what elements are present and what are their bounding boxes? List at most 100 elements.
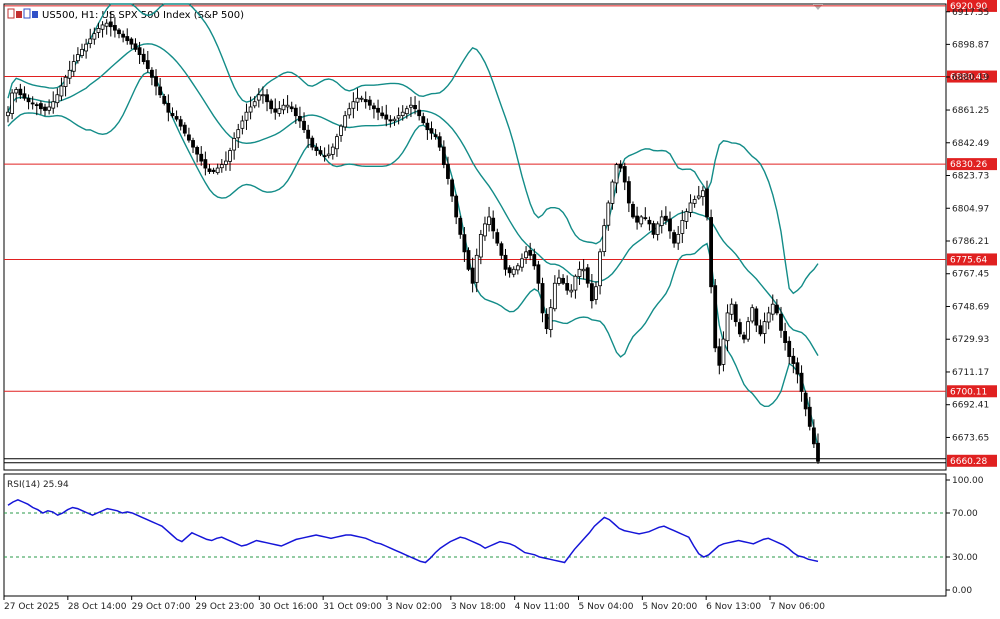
candle-body [803,392,808,410]
candle-body [655,223,660,235]
candle-body [795,362,800,375]
time-axis-tick-label: 3 Nov 18:00 [451,602,506,612]
candle-body [462,234,467,253]
candle-body [244,111,249,121]
candle-body [688,202,693,213]
time-axis-tick-label: 28 Oct 14:00 [68,602,127,612]
candle-body [507,267,512,274]
candle-body [306,129,311,139]
horizontal-level-label: 6830.26 [950,160,987,170]
candle-body [174,116,179,120]
candle-body [614,164,619,184]
candle-body [96,28,101,33]
candle-body [199,153,204,162]
candle-body [261,94,265,97]
candle-body [125,36,130,42]
time-axis-tick-label: 29 Oct 07:00 [132,602,191,612]
price-axis-tick-label: 6711.17 [952,368,989,378]
candle-body [47,106,52,111]
candle-body [269,100,274,110]
rsi-panel[interactable] [3,473,947,597]
candle-body [351,101,356,109]
price-axis-tick-label: 6861.25 [952,106,989,116]
candle-body [71,61,76,72]
candle-body [88,38,93,45]
candle-body [18,88,23,96]
candle-body [635,215,639,223]
candle-body [606,202,611,226]
candle-body [363,99,368,103]
candle-body [503,254,508,270]
candle-body [347,108,352,116]
time-axis-tick-label: 27 Oct 2025 [4,602,60,612]
candle-body [721,338,726,365]
candle-body [108,21,113,28]
candle-body [376,107,380,113]
candle-body [10,92,15,114]
candle-body [322,155,327,158]
price-axis-tick-label: 6917.55 [952,8,989,18]
candle-body [409,104,413,108]
candle-body [622,166,627,183]
candle-body [779,313,783,331]
candle-body [466,250,471,270]
candle-body [326,153,331,157]
candle-body [429,128,434,134]
bollinger-middle-band [7,43,819,356]
candle-body [34,104,39,107]
last-price-label: 6660.28 [950,457,987,467]
candle-body [240,120,245,129]
candle-body [816,442,820,462]
candle-body [265,94,269,103]
candle-body [248,106,253,113]
candle-body [166,102,171,113]
rsi-axis-tick-label: 70.00 [952,509,978,519]
candle-body [618,163,623,169]
candle-body [310,137,315,148]
candle-body [458,217,463,235]
candle-body [651,223,656,235]
horizontal-level-label-bg [947,385,997,398]
candle-body [787,340,792,357]
main-chart-panel[interactable] [3,3,947,471]
candle-body [380,112,385,117]
candle-body [491,217,496,232]
time-axis-tick-label: 7 Nov 06:00 [770,602,825,612]
candle-body [696,195,701,199]
candle-body [639,216,644,225]
candle-body [725,312,730,342]
candle-body [413,105,417,110]
candle-body [569,289,574,293]
candle-body [729,303,734,315]
candle-body [59,85,64,97]
candle-body [314,146,319,152]
candle-body [437,136,442,148]
candle-body [343,115,348,128]
candle-body [676,233,681,244]
candle-body [631,203,635,218]
candle-body [302,120,306,131]
candle-body [511,268,516,275]
time-axis-tick-label: 3 Nov 02:00 [387,602,442,612]
candle-body [219,164,224,169]
candle-body [22,93,27,99]
candle-body [692,199,697,204]
candle-body [335,136,339,150]
candle-body [355,97,360,103]
candle-body [252,101,257,107]
candle-body [585,267,590,284]
candle-body [100,24,105,30]
candle-body [388,119,393,122]
candle-body [63,76,68,87]
candle-body [441,146,446,165]
candle-body [750,307,755,322]
candle-body [277,108,282,114]
candle-body [668,218,672,232]
horizontal-level-label-bg [947,158,997,171]
candle-body [532,254,537,267]
candle-body [285,104,290,108]
candle-body [717,346,722,366]
candle-body [581,268,586,272]
time-axis-tick-label: 31 Oct 09:00 [323,602,382,612]
chart-type-icon[interactable] [7,8,38,19]
